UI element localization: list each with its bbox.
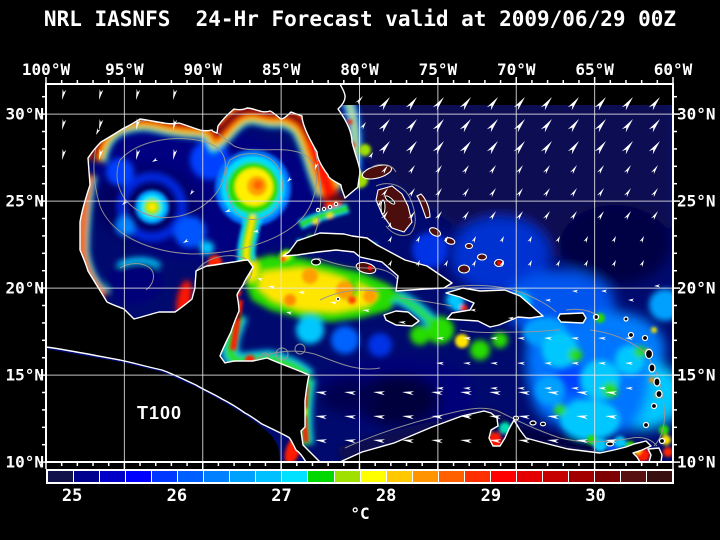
colorbar-tick-label: 28 [375, 486, 397, 506]
island-puerto-rico [557, 312, 587, 324]
florida-keys [315, 201, 339, 213]
colorbar-segment [178, 471, 204, 482]
abc-islands [335, 296, 615, 447]
colorbar-segment [100, 471, 126, 482]
island-jamaica [383, 310, 420, 327]
island-trinidad [647, 447, 663, 462]
colorbar-tick-label: 25 [61, 486, 83, 506]
colorbar-segment [542, 471, 568, 482]
island-cuba [282, 232, 453, 292]
depth-layer-label: T100 [137, 403, 183, 423]
island-hispaniola [445, 287, 544, 328]
colorbar-segment [282, 471, 308, 482]
lesser-antilles [592, 313, 666, 445]
colorbar-segment [594, 471, 621, 482]
colorbar-segment [230, 471, 256, 482]
colorbar-tick-label: 26 [166, 486, 188, 506]
colorbar-segment [204, 471, 230, 482]
colorbar-segment [334, 471, 360, 482]
colorbar-segment [412, 471, 438, 482]
colorbar-segment [308, 471, 334, 482]
colorbar-unit-label: °C [350, 504, 370, 523]
colorbar-segment [386, 471, 412, 482]
colorbar-segment [438, 471, 464, 482]
colorbar-segment [48, 471, 74, 482]
lon-tick-label: 85°W [261, 60, 301, 79]
colorbar-segment [490, 471, 516, 482]
longitude-axis: 100°W 95°W 90°W 85°W 80°W 75°W 70°W 65°W 60°W [0, 60, 720, 79]
lon-tick-label: 65°W [575, 60, 614, 79]
colorbar-segment [360, 471, 386, 482]
colorbar-segment [256, 471, 282, 482]
figure-title: NRL IASNFS 24-Hr Forecast valid at 2009/… [43, 7, 677, 31]
colorbar-tick-label: 27 [271, 486, 292, 506]
colorbar-segment [74, 471, 100, 482]
colorbar-segment [152, 471, 178, 482]
vector-arrows [62, 88, 661, 444]
colorbar-segment [516, 471, 542, 482]
colorbar-tick-labels: 25 26 27 28 29 30 [0, 486, 720, 506]
lon-tick-label: 60°W [653, 60, 693, 79]
colorbar [46, 469, 674, 484]
colorbar-tick-label: 30 [585, 486, 606, 506]
lon-tick-label: 70°W [496, 60, 536, 79]
colorbar-tick-label: 29 [480, 486, 502, 506]
lon-tick-label: 75°W [418, 60, 458, 79]
lon-tick-label: 90°W [183, 60, 223, 79]
coast-south-america [339, 410, 652, 462]
map-frame [45, 83, 674, 463]
colorbar-segment [621, 471, 647, 482]
colorbar-segment [464, 471, 490, 482]
colorbar-segment [568, 471, 594, 482]
colorbar-segment [126, 471, 152, 482]
lon-tick-label: 95°W [105, 60, 144, 79]
lon-tick-label: 100°W [21, 60, 71, 79]
lon-tick-label: 80°W [340, 60, 379, 79]
colorbar-segment [647, 471, 673, 482]
